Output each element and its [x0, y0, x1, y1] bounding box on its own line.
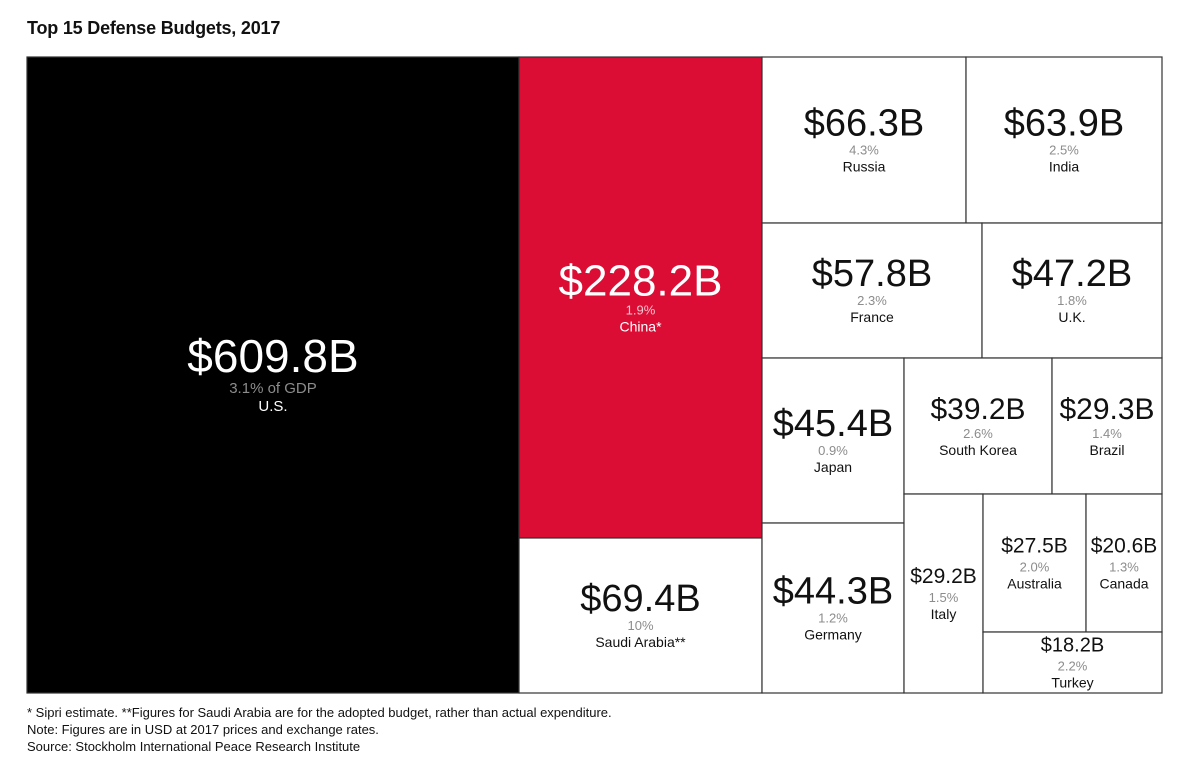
footnote-source: Source: Stockholm International Peace Re… [27, 739, 361, 754]
gdp-label-italy: 1.5% [929, 590, 959, 605]
country-label-russia: Russia [843, 159, 886, 175]
country-label-canada: Canada [1099, 576, 1148, 592]
chart-title: Top 15 Defense Budgets, 2017 [27, 18, 281, 38]
treemap-cell-france: $57.8B2.3%France [761, 222, 983, 359]
value-label-china: $228.2B [559, 256, 723, 305]
gdp-label-brazil: 1.4% [1092, 426, 1122, 441]
country-label-saudi-arabia: Saudi Arabia** [595, 634, 686, 650]
footnote-estimate: * Sipri estimate. **Figures for Saudi Ar… [27, 705, 612, 720]
gdp-label-france: 2.3% [857, 293, 887, 308]
value-label-japan: $45.4B [773, 403, 893, 445]
gdp-label-u-s: 3.1% of GDP [229, 380, 317, 397]
value-label-russia: $66.3B [804, 103, 924, 145]
country-label-italy: Italy [931, 606, 957, 622]
value-label-australia: $27.5B [1001, 535, 1068, 558]
cell-rect-brazil [1051, 357, 1163, 495]
treemap-cell-australia: $27.5B 2.0%Australia [982, 493, 1087, 633]
value-label-canada: $20.6B [1091, 535, 1158, 558]
cell-rect-italy [903, 493, 984, 694]
country-label-france: France [850, 309, 894, 325]
value-label-turkey: $18.2B [1041, 635, 1104, 657]
gdp-label-u-k: 1.8% [1057, 293, 1087, 308]
gdp-label-south-korea: 2.6% [963, 426, 993, 441]
cell-rect-china [518, 56, 763, 539]
treemap-cell-japan: $45.4B0.9%Japan [761, 357, 905, 524]
gdp-label-russia: 4.3% [849, 143, 879, 158]
footnotes: * Sipri estimate. **Figures for Saudi Ar… [27, 704, 612, 755]
country-label-brazil: Brazil [1089, 442, 1124, 458]
cell-rect-france [761, 222, 983, 359]
treemap-cell-south-korea: $39.2B2.6%South Korea [903, 357, 1053, 495]
value-label-u-k: $47.2B [1012, 253, 1132, 295]
cell-rect-turkey [982, 631, 1163, 694]
value-label-france: $57.8B [812, 253, 932, 295]
gdp-label-canada: 1.3% [1109, 560, 1139, 575]
cell-rect-germany [761, 522, 905, 694]
value-label-italy: $29.2B [910, 565, 977, 588]
cell-rect-u-k [981, 222, 1163, 359]
cell-rect-india [965, 56, 1163, 224]
country-label-germany: Germany [804, 627, 862, 643]
gdp-label-turkey: 2.2% [1058, 659, 1088, 674]
country-label-turkey: Turkey [1051, 675, 1093, 691]
country-label-india: India [1049, 159, 1080, 175]
value-label-india: $63.9B [1004, 103, 1124, 145]
country-label-australia: Australia [1007, 576, 1062, 592]
country-label-china: China* [619, 318, 662, 334]
treemap-cell-germany: $44.3B1.2%Germany [761, 522, 905, 694]
cell-rect-russia [761, 56, 967, 224]
gdp-label-china: 1.9% [626, 302, 656, 317]
country-label-south-korea: South Korea [939, 442, 1017, 458]
treemap-cell-u-k: $47.2B1.8%U.K. [981, 222, 1163, 359]
treemap-cell-china: $228.2B1.9%China* [518, 56, 763, 539]
gdp-label-australia: 2.0% [1020, 560, 1050, 575]
treemap-cell-turkey: $18.2B 2.2%Turkey [982, 631, 1163, 694]
footnote-note: Note: Figures are in USD at 2017 prices … [27, 722, 379, 737]
country-label-u-s: U.S. [258, 398, 287, 415]
value-label-germany: $44.3B [773, 571, 893, 613]
treemap-cell-russia: $66.3B4.3%Russia [761, 56, 967, 224]
cell-rect-canada [1085, 493, 1163, 633]
treemap-cell-brazil: $29.3B1.4%Brazil [1051, 357, 1163, 495]
gdp-label-germany: 1.2% [818, 611, 848, 626]
treemap-cell-italy: $29.2B 1.5%Italy [903, 493, 984, 694]
treemap-cell-india: $63.9B2.5%India [965, 56, 1163, 224]
gdp-label-saudi-arabia: 10% [627, 618, 653, 633]
cell-rect-japan [761, 357, 905, 524]
country-label-japan: Japan [814, 459, 852, 475]
value-label-brazil: $29.3B [1059, 393, 1154, 426]
value-label-saudi-arabia: $69.4B [580, 578, 700, 620]
value-label-south-korea: $39.2B [930, 393, 1025, 426]
value-label-u-s: $609.8B [187, 330, 358, 382]
gdp-label-india: 2.5% [1049, 143, 1079, 158]
gdp-label-japan: 0.9% [818, 443, 848, 458]
treemap-cell-canada: $20.6B 1.3%Canada [1085, 493, 1163, 633]
country-label-u-k: U.K. [1058, 309, 1085, 325]
cell-rect-australia [982, 493, 1087, 633]
